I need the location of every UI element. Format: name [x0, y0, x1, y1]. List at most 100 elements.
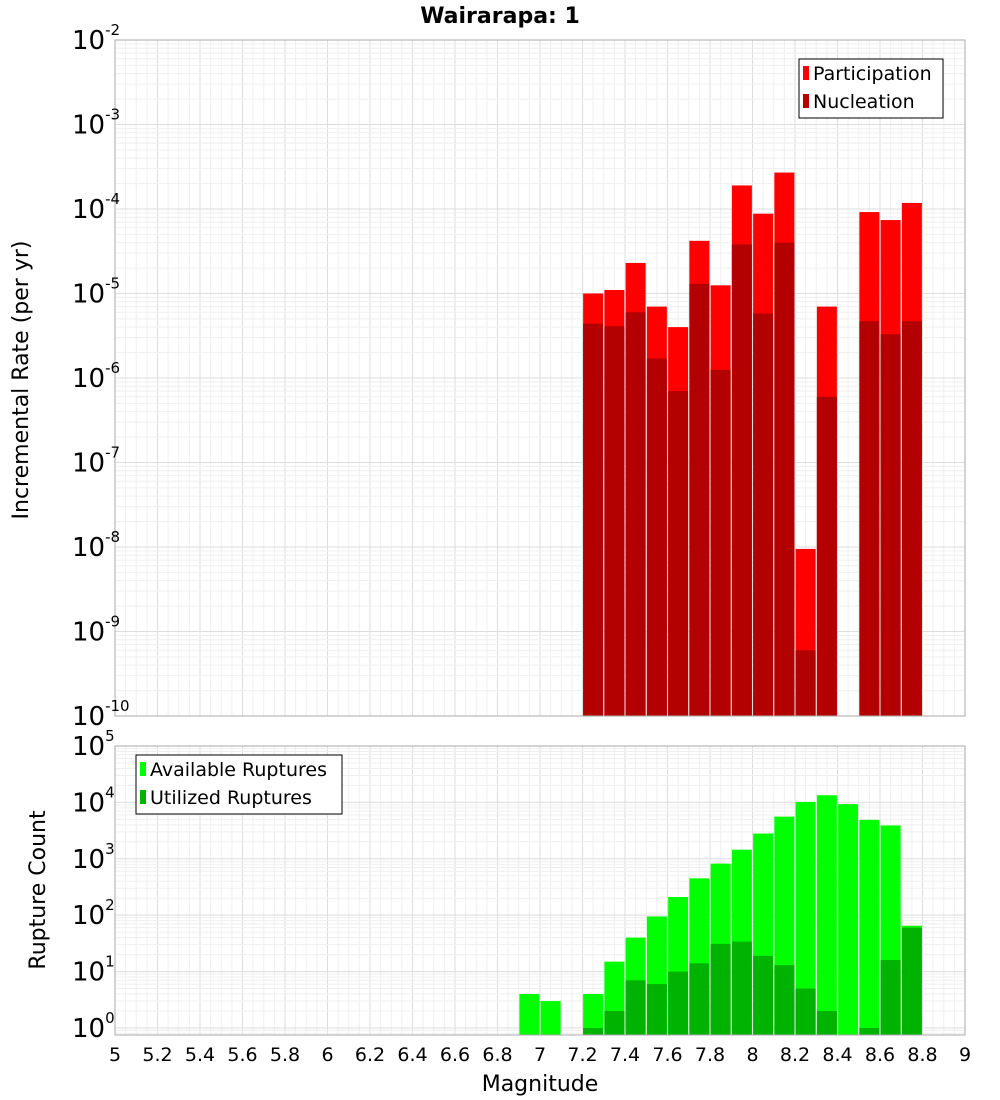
bar	[646, 984, 667, 1035]
bar	[816, 396, 837, 716]
bar	[774, 965, 795, 1035]
bar	[710, 943, 731, 1035]
top-legend: Participation Nucleation	[798, 58, 944, 119]
x-tick-label: 6.2	[355, 1044, 385, 1066]
y-tick-base: 10	[72, 195, 105, 225]
y-tick-exponent: -3	[105, 106, 120, 124]
bar	[880, 334, 901, 716]
legend-swatch	[140, 790, 146, 804]
bar	[625, 980, 646, 1035]
top-y-axis-label: Incremental Rate (per yr)	[9, 241, 34, 520]
bar	[901, 321, 922, 716]
y-tick-base: 10	[72, 732, 105, 762]
y-tick-exponent: -10	[105, 697, 130, 715]
y-tick-exponent: 0	[105, 1009, 115, 1027]
bar	[731, 941, 752, 1035]
bar	[901, 927, 922, 1035]
x-tick-label: 7.2	[567, 1044, 597, 1066]
bar	[795, 650, 816, 716]
bar	[689, 963, 710, 1035]
y-tick-base: 10	[72, 845, 105, 875]
top-bars	[583, 172, 922, 717]
bar	[859, 1027, 880, 1035]
y-tick-label: 104	[72, 783, 115, 818]
bar	[646, 358, 667, 716]
y-tick-exponent: -8	[105, 528, 120, 546]
bottom-legend: Available Ruptures Utilized Ruptures	[135, 754, 343, 815]
y-tick-label: 10-2	[72, 21, 120, 56]
top-plot-frame	[114, 39, 966, 717]
bar	[774, 242, 795, 717]
x-tick-label: 5.4	[185, 1044, 215, 1066]
legend-swatch	[803, 66, 809, 80]
bar	[519, 994, 540, 1035]
bar	[795, 988, 816, 1035]
bar	[859, 819, 880, 1035]
series-nucleation	[583, 242, 922, 717]
y-tick-label: 105	[72, 727, 115, 762]
y-tick-exponent: 3	[105, 840, 115, 858]
x-tick-label: 7	[534, 1044, 546, 1066]
y-tick-label: 100	[72, 1009, 115, 1044]
y-tick-exponent: -9	[105, 613, 120, 631]
bar	[668, 971, 689, 1035]
y-tick-label: 10-8	[72, 528, 120, 563]
bar	[816, 1010, 837, 1035]
bar	[540, 1001, 561, 1035]
y-tick-base: 10	[72, 788, 105, 818]
legend-label: Nucleation	[813, 91, 915, 113]
x-tick-label: 7.6	[652, 1044, 682, 1066]
y-tick-exponent: -7	[105, 444, 120, 462]
bar	[604, 326, 625, 716]
x-tick-label: 8.4	[822, 1044, 852, 1066]
x-tick-label: 8.6	[865, 1044, 895, 1066]
top-grid	[114, 40, 966, 717]
series-utilized-ruptures	[583, 927, 922, 1035]
legend-box	[135, 754, 343, 815]
y-tick-label: 10-3	[72, 106, 120, 141]
x-tick-label: 5.8	[270, 1044, 300, 1066]
y-tick-label: 101	[72, 953, 115, 988]
legend-label: Available Ruptures	[150, 759, 327, 781]
x-tick-label: 8.8	[907, 1044, 937, 1066]
legend-swatch	[803, 94, 809, 108]
y-tick-base: 10	[72, 1014, 105, 1044]
x-tick-label: 7.4	[610, 1044, 640, 1066]
bar	[795, 801, 816, 1035]
x-tick-label: 6	[321, 1044, 333, 1066]
x-tick-label: 6.6	[440, 1044, 470, 1066]
bar	[880, 960, 901, 1035]
bar	[583, 994, 604, 1035]
bar	[753, 313, 774, 716]
y-tick-base: 10	[72, 958, 105, 988]
y-tick-base: 10	[72, 111, 105, 141]
x-ticks: 5 5.2 5.4 5.6 5.8 6 6.2 6.4 6.6 6.8 7 7.2 7.4 7.6 7.8 8…	[109, 1044, 971, 1066]
legend-label: Participation	[813, 63, 932, 85]
bar	[816, 795, 837, 1035]
bottom-y-axis-label: Rupture Count	[26, 810, 51, 970]
legend-label: Utilized Ruptures	[150, 787, 312, 809]
x-tick-label: 5	[109, 1044, 121, 1066]
y-tick-base: 10	[72, 533, 105, 563]
y-tick-base: 10	[72, 618, 105, 648]
y-tick-label: 102	[72, 896, 115, 931]
legend-box	[798, 58, 944, 119]
x-tick-label: 6.8	[482, 1044, 512, 1066]
y-tick-label: 103	[72, 840, 115, 875]
x-tick-label: 5.6	[227, 1044, 257, 1066]
y-tick-exponent: 1	[105, 953, 115, 971]
y-tick-base: 10	[72, 280, 105, 310]
x-axis-label: Magnitude	[482, 1072, 599, 1097]
bar	[689, 283, 710, 716]
y-tick-label: 10-10	[72, 697, 130, 732]
y-tick-exponent: -6	[105, 359, 120, 377]
bar	[731, 244, 752, 716]
bar	[625, 312, 646, 716]
y-tick-exponent: 2	[105, 896, 115, 914]
y-tick-base: 10	[72, 364, 105, 394]
y-tick-label: 10-9	[72, 613, 120, 648]
x-tick-label: 9	[959, 1044, 971, 1066]
